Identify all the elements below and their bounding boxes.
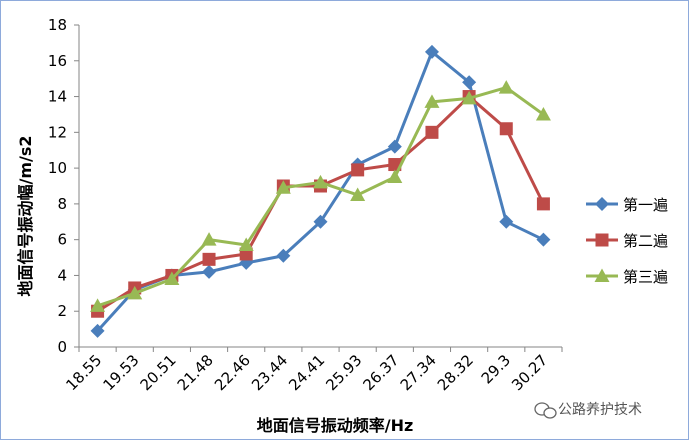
legend-label: 第三遍 (623, 268, 668, 286)
x-axis-title: 地面信号振动频率/Hz (257, 416, 414, 435)
series-line (96, 95, 545, 313)
data-point-marker (239, 255, 254, 270)
data-point-marker (425, 125, 439, 139)
y-axis-title: 地面信号振动幅/m/s2 (16, 135, 35, 296)
data-point-marker (498, 80, 514, 94)
data-point-marker (536, 197, 550, 211)
legend-label: 第一遍 (623, 196, 668, 214)
y-tick-label: 16 (48, 52, 67, 70)
data-point-marker (462, 75, 477, 90)
legend-item: 第三遍 (586, 268, 668, 286)
watermark: 公路养护技术 (534, 402, 642, 419)
data-point-marker (499, 214, 514, 229)
data-point-marker (90, 298, 106, 312)
data-point-marker (595, 197, 609, 211)
data-point-marker (461, 90, 477, 105)
data-point-marker (594, 268, 610, 282)
data-point-marker (313, 214, 328, 229)
data-point-marker (595, 233, 609, 247)
legend-item: 第二遍 (586, 232, 668, 250)
y-tick-label: 10 (48, 159, 67, 177)
x-tick-label: 18.55 (62, 351, 105, 394)
data-point-marker (276, 248, 291, 263)
y-tick-label: 18 (48, 16, 67, 34)
data-point-marker (535, 106, 551, 121)
x-tick-label: 30.27 (508, 351, 551, 394)
y-tick-label: 12 (48, 123, 67, 141)
x-tick-label: 25.93 (322, 351, 365, 394)
data-point-marker (499, 122, 513, 136)
data-point-marker (313, 174, 328, 189)
y-tick-label: 4 (57, 266, 67, 284)
x-tick-labels: 18.5519.5320.5121.4822.4623.4424.4125.93… (62, 351, 551, 394)
data-point-marker (127, 285, 143, 300)
data-point-marker (387, 169, 403, 184)
data-point-marker (238, 237, 254, 252)
data-point-marker (350, 187, 366, 201)
data-point-marker (387, 139, 402, 154)
data-point-marker (202, 252, 216, 266)
data-point-marker (351, 163, 365, 177)
y-tick-label: 6 (57, 231, 67, 249)
x-tick-label: 20.51 (137, 351, 180, 394)
x-tick-label: 28.32 (434, 351, 477, 394)
y-tick-label: 2 (57, 302, 67, 320)
y-tick-label: 8 (57, 195, 67, 213)
data-point-marker (90, 323, 105, 338)
legend-item: 第一遍 (586, 196, 668, 214)
data-point-marker (202, 264, 217, 279)
data-point-marker (536, 232, 551, 247)
series-line (97, 86, 545, 308)
plot-area (74, 24, 563, 352)
x-tick-label: 23.44 (248, 351, 291, 394)
y-tick-label: 0 (57, 338, 67, 356)
x-tick-label: 19.53 (99, 351, 142, 394)
y-tick-labels: 0 2 4 6 8 10 12 14 16 18 (48, 16, 67, 356)
series-layer (90, 44, 551, 338)
data-point-marker (424, 94, 440, 108)
data-point-marker (164, 271, 180, 286)
x-tick-label: 27.34 (397, 351, 440, 394)
x-tick-label: 26.37 (360, 351, 403, 394)
x-tick-label: 21.48 (174, 351, 217, 394)
legend-label: 第二遍 (623, 232, 668, 250)
wechat-icon (534, 402, 557, 419)
data-point-marker (201, 232, 217, 246)
x-tick-label: 24.41 (285, 351, 328, 394)
data-point-marker (275, 180, 291, 194)
series-3 (90, 80, 551, 312)
x-tick-label: 22.46 (211, 351, 254, 394)
data-point-marker (424, 44, 439, 59)
watermark-text: 公路养护技术 (558, 402, 642, 418)
y-tick-label: 14 (48, 88, 67, 106)
